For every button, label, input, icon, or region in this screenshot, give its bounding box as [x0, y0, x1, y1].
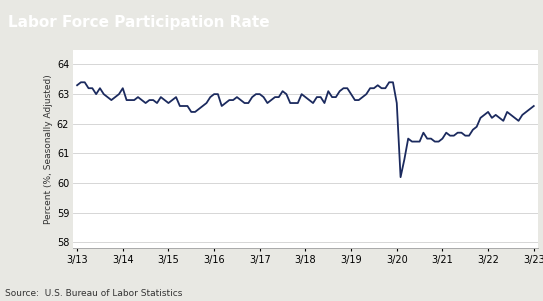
- Text: Labor Force Participation Rate: Labor Force Participation Rate: [8, 15, 270, 30]
- Y-axis label: Percent (%, Seasonally Adjusted): Percent (%, Seasonally Adjusted): [43, 74, 53, 224]
- Text: Source:  U.S. Bureau of Labor Statistics: Source: U.S. Bureau of Labor Statistics: [5, 289, 183, 298]
